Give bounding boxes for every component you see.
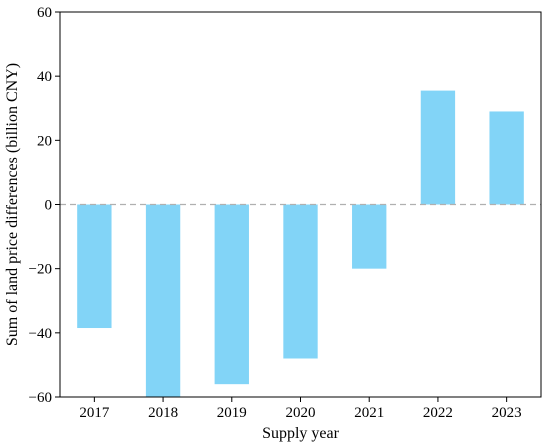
bar-2020: [283, 204, 318, 359]
y-tick-label: 20: [37, 133, 52, 149]
y-tick-label: −20: [29, 262, 52, 278]
x-tick-label: 2018: [148, 405, 178, 421]
bar-2022: [420, 90, 456, 205]
plot-frame: [59, 11, 542, 398]
bar-2017: [77, 204, 112, 329]
x-axis: 2017 2018 2019 2020 2021 2022 2023: [79, 397, 522, 421]
x-tick-label: 2021: [354, 405, 384, 421]
y-axis-title: Sum of land price differences (billion C…: [4, 63, 21, 346]
x-axis-title: Supply year: [262, 425, 340, 442]
x-tick-label: 2019: [217, 405, 247, 421]
bar-2019: [214, 204, 249, 385]
y-tick-label: −60: [29, 390, 52, 406]
bar-2018: [145, 204, 181, 397]
x-tick-label: 2022: [423, 405, 453, 421]
y-axis: −60 −40 −20 0 20 40 60: [29, 5, 60, 406]
x-tick-label: 2023: [492, 405, 522, 421]
y-tick-label: 0: [45, 198, 53, 214]
bars: [77, 90, 524, 397]
x-tick-label: 2020: [286, 405, 316, 421]
y-tick-label: 60: [37, 5, 52, 21]
bar-2021: [352, 204, 387, 269]
y-tick-label: −40: [29, 326, 52, 342]
y-tick-label: 40: [37, 69, 52, 85]
x-tick-label: 2017: [79, 405, 110, 421]
bar-2023: [489, 111, 524, 205]
